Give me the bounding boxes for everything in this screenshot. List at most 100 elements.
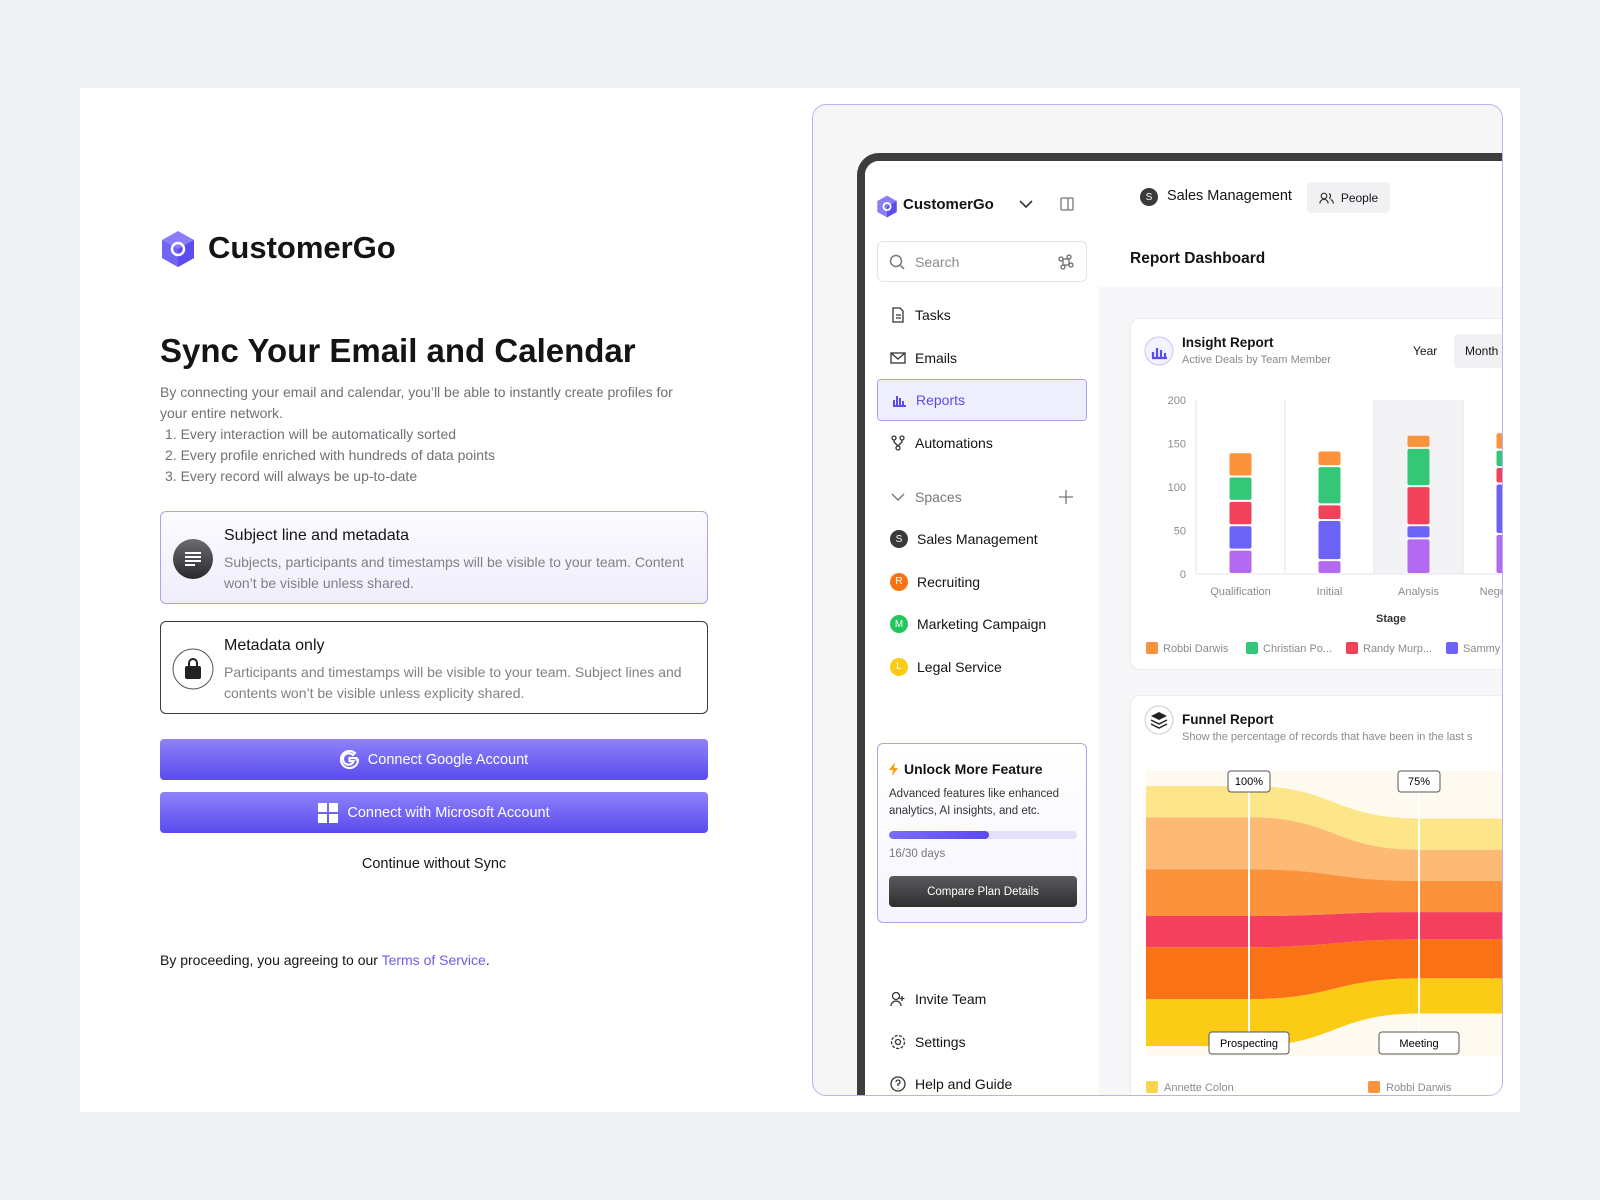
- nav-icon: [890, 1076, 906, 1092]
- bar-segment: [1407, 487, 1430, 525]
- space-item[interactable]: S Sales Management: [877, 518, 1087, 560]
- space-name: Marketing Campaign: [917, 616, 1047, 632]
- bar-segment: [1407, 448, 1430, 486]
- space-item[interactable]: L Legal Service: [877, 646, 1087, 688]
- stage-name-box: [1378, 1031, 1460, 1055]
- search-placeholder: Search: [915, 254, 960, 270]
- upgrade-card: Unlock More Feature Advanced features li…: [877, 743, 1087, 923]
- nav-item[interactable]: Automations: [877, 422, 1087, 464]
- funnel-band: [1146, 786, 1502, 850]
- skip-link[interactable]: Continue without Sync: [361, 856, 507, 872]
- legend-swatch: [1368, 1081, 1380, 1093]
- option-icon: [173, 539, 213, 579]
- option-title: Subject line and metadata: [224, 527, 410, 544]
- google-button[interactable]: Connect Google Account: [160, 739, 708, 780]
- microsoft-button[interactable]: Connect with Microsoft Account: [160, 792, 708, 833]
- bar-segment: [1407, 539, 1430, 573]
- legend-label: Robbi Darwis: [1386, 1082, 1452, 1094]
- sync-option[interactable]: Subject line and metadata Subjects, part…: [160, 511, 708, 604]
- stage-name: Meeting: [1399, 1038, 1438, 1050]
- chevron: [1019, 200, 1033, 209]
- legend-label: Robbi Darwis: [1163, 643, 1229, 655]
- nav-item[interactable]: Tasks: [877, 294, 1087, 336]
- funnel-chart: 100% Prospecting 75% Meeting Annette Colon Ro…: [1146, 770, 1502, 1094]
- stage-name-box: [1208, 1031, 1290, 1055]
- period-tab[interactable]: Year: [1413, 344, 1438, 358]
- bar-segment: [1229, 453, 1252, 476]
- nav-icon: [891, 435, 905, 451]
- nav-icon: [890, 991, 905, 1007]
- compare-button[interactable]: Compare Plan Details: [889, 876, 1077, 907]
- logo-icon: [162, 231, 194, 267]
- nav-item[interactable]: Invite Team: [877, 978, 1087, 1020]
- search-box[interactable]: Search: [877, 241, 1087, 282]
- insight-chart: Qualification Initial Analysis Negotiation 0…: [1146, 395, 1503, 655]
- nav-item[interactable]: Help and Guide: [877, 1063, 1087, 1095]
- preview-frame: CustomerGo Search Tasks Emails Reports A…: [812, 104, 1503, 1096]
- terms: By proceeding, you agreeing to our Terms…: [160, 952, 490, 968]
- app-logo: [877, 195, 897, 218]
- option-description: Participants and timestamps will be visi…: [224, 664, 682, 701]
- y-tick-label: 100: [1168, 482, 1186, 494]
- nav-label: Tasks: [915, 307, 951, 323]
- nav-icon: [890, 1034, 906, 1050]
- bar-segment: [1229, 526, 1252, 549]
- nav-item[interactable]: Settings: [877, 1021, 1087, 1063]
- terms-text: By proceeding, you agreeing to our: [160, 952, 382, 968]
- microsoft-icon: [318, 802, 339, 823]
- nav-label: Reports: [916, 392, 966, 408]
- progress-label: 16/30 days: [889, 848, 946, 860]
- y-tick-label: 150: [1168, 439, 1186, 451]
- bar-segment: [1318, 451, 1341, 466]
- funnel-band: [1146, 939, 1502, 1000]
- bar-segment: [1496, 484, 1502, 533]
- progress-track: [889, 831, 1077, 839]
- funnel-band: [1146, 869, 1502, 916]
- option-description: Subjects, participants and timestamps wi…: [224, 554, 684, 591]
- people-tab[interactable]: People: [1307, 182, 1390, 213]
- space-name: Legal Service: [917, 658, 1002, 675]
- funnel-band: [1146, 912, 1502, 948]
- add-space-icon[interactable]: [1059, 490, 1073, 504]
- space-avatar: S: [890, 530, 908, 548]
- app-brand: CustomerGo: [903, 196, 994, 213]
- bar-segment: [1318, 505, 1341, 520]
- workspace-name[interactable]: Sales Management: [1167, 188, 1292, 204]
- nav-item[interactable]: Emails: [877, 337, 1087, 379]
- sync-option[interactable]: Metadata only Participants and timestamp…: [160, 621, 708, 714]
- space-item[interactable]: R Recruiting: [877, 561, 1087, 603]
- progress-fill: [889, 831, 990, 839]
- intro-block: By connecting your email and calendar, y…: [160, 382, 700, 487]
- spaces-header[interactable]: Spaces: [877, 476, 1087, 518]
- bar-segment: [1229, 477, 1252, 500]
- legend-swatch: [1346, 642, 1358, 654]
- stage-name: Prospecting: [1220, 1038, 1278, 1050]
- bar-segment: [1496, 534, 1502, 573]
- legend-label: Annette Colon: [1164, 1082, 1234, 1094]
- x-tick-label: Negotiation: [1480, 586, 1503, 598]
- legend-swatch: [1446, 642, 1458, 654]
- legend-swatch: [1146, 642, 1158, 654]
- stage-value-label: 75%: [1408, 776, 1430, 788]
- period-tab-selected[interactable]: Month: [1454, 334, 1502, 368]
- legend-label: Randy Murp...: [1363, 643, 1432, 655]
- space-item[interactable]: M Marketing Campaign: [877, 603, 1087, 645]
- benefit: 3. Every record will always be up-to-dat…: [165, 468, 418, 484]
- card-subtitle: Active Deals by Team Member: [1182, 354, 1331, 366]
- chevron: [891, 493, 905, 501]
- search-icon: [889, 254, 905, 270]
- bar-segment: [1407, 526, 1430, 538]
- upgrade-text: Advanced features like enhanced analytic…: [889, 788, 1060, 817]
- legend-label: Christian Po...: [1263, 643, 1332, 655]
- brand: CustomerGo: [208, 230, 396, 265]
- insight-card: Insight Report Active Deals by Team Memb…: [1130, 318, 1503, 670]
- space-name: Sales Management: [917, 531, 1038, 547]
- nav-item-selected[interactable]: Reports: [877, 379, 1087, 421]
- nav-label: Emails: [915, 350, 958, 366]
- funnel-band: [1146, 978, 1502, 1046]
- upgrade-title: Unlock More Feature: [904, 761, 1043, 777]
- y-tick-label: 50: [1174, 526, 1186, 538]
- dashboard-title: Report Dashboard: [1130, 250, 1266, 267]
- heading: Sync Your Email and Calendar: [160, 332, 636, 369]
- terms-link[interactable]: Terms of Service: [381, 952, 486, 968]
